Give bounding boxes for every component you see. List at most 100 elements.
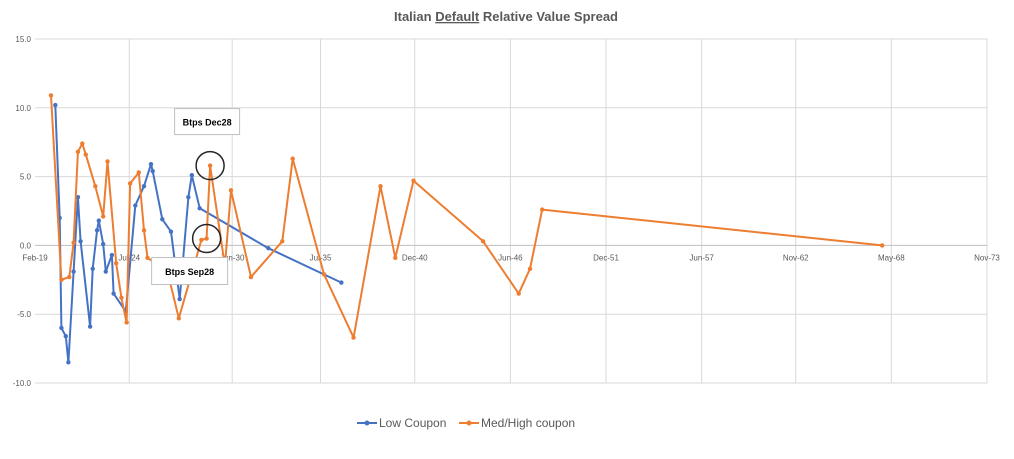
- data-point: [148, 162, 154, 167]
- annotations: Btps Dec28 Btps Sep28: [151, 108, 241, 286]
- x-tick-label: Jun-57: [689, 253, 714, 262]
- data-point: [105, 159, 110, 164]
- data-point: [378, 184, 383, 189]
- data-point: [411, 178, 416, 183]
- data-point: [145, 255, 150, 260]
- data-point: [127, 181, 133, 186]
- data-point: [290, 156, 295, 161]
- data-point: [480, 239, 486, 244]
- x-tick-label: Jun-46: [498, 253, 523, 262]
- data-point: [266, 245, 271, 251]
- x-tick-label: May-68: [878, 253, 905, 262]
- data-point: [71, 269, 76, 274]
- data-point: [133, 203, 138, 208]
- annotation-circle: [191, 223, 222, 254]
- data-point: [90, 266, 95, 271]
- legend-swatch-marker: [466, 420, 472, 426]
- series-1: [48, 93, 885, 340]
- data-point: [48, 93, 54, 98]
- data-point: [53, 102, 58, 108]
- callout-box: [151, 257, 229, 286]
- x-tick-label: Jun-30: [220, 253, 245, 262]
- data-point: [141, 228, 147, 233]
- series: [48, 93, 885, 365]
- data-point: [63, 334, 68, 339]
- data-point: [124, 320, 129, 325]
- title-post: Relative Value Spread: [479, 9, 618, 24]
- data-point: [160, 217, 165, 222]
- gridlines: [35, 38, 988, 384]
- data-point: [186, 195, 191, 200]
- x-tick-label: Jul-24: [118, 253, 140, 262]
- callout-label: Btps Sep28: [165, 267, 214, 277]
- x-tick-label: Dec-40: [402, 253, 428, 262]
- y-tick-label: 10.0: [15, 104, 31, 113]
- legend-label: Low Coupon: [379, 416, 446, 430]
- data-point: [94, 228, 100, 233]
- y-tick-label: -5.0: [17, 310, 31, 319]
- y-tick-label: 15.0: [15, 35, 31, 44]
- data-point: [351, 335, 356, 340]
- x-tick-label: Feb-19: [22, 253, 48, 262]
- x-tick-label: Jul-35: [310, 253, 332, 262]
- data-point: [540, 207, 545, 212]
- legend-entry-1: Med/High coupon: [459, 416, 575, 430]
- legend-label: Med/High coupon: [481, 416, 575, 430]
- y-tick-label: -10.0: [13, 379, 32, 388]
- data-point: [66, 360, 71, 365]
- data-point: [141, 184, 147, 189]
- data-point: [96, 218, 102, 223]
- annotation-circle: [195, 150, 225, 181]
- legend: Low Coupon Med/High coupon: [357, 416, 575, 430]
- data-point: [80, 141, 85, 146]
- data-point: [100, 241, 106, 247]
- data-point: [199, 237, 204, 243]
- data-point: [93, 184, 98, 189]
- data-point: [879, 243, 885, 248]
- data-point: [59, 277, 64, 282]
- data-point: [78, 239, 83, 244]
- data-point: [150, 168, 155, 174]
- data-point: [176, 316, 181, 321]
- data-point: [75, 149, 81, 155]
- data-point: [114, 261, 119, 266]
- data-point: [83, 152, 88, 157]
- data-point: [197, 206, 202, 211]
- title-pre: Italian: [394, 9, 435, 24]
- callout-label: Btps Dec28: [183, 118, 232, 128]
- data-point: [527, 266, 533, 271]
- title-underlined: Default: [435, 9, 480, 24]
- x-tick-label: Nov-62: [783, 253, 809, 262]
- y-tick-label: 5.0: [20, 173, 32, 182]
- x-tick-label: Dec-51: [593, 253, 619, 262]
- legend-swatch-marker: [364, 420, 370, 426]
- data-point: [71, 240, 76, 245]
- data-point: [321, 272, 327, 277]
- data-point: [339, 280, 344, 285]
- data-point: [280, 239, 285, 244]
- legend-entry-0: Low Coupon: [357, 416, 446, 430]
- data-point: [75, 195, 81, 200]
- data-point: [109, 252, 115, 258]
- data-point: [67, 274, 72, 280]
- data-point: [228, 188, 234, 193]
- x-tick-label: Nov-73: [974, 253, 1000, 262]
- data-point: [59, 325, 64, 331]
- data-point: [207, 163, 213, 168]
- data-point: [100, 214, 106, 219]
- data-point: [111, 291, 116, 296]
- data-point: [136, 170, 142, 175]
- data-point: [103, 269, 108, 274]
- chart-title: Italian Default Relative Value Spread: [394, 9, 618, 24]
- y-tick-label: 0.0: [20, 241, 32, 250]
- data-point: [248, 274, 254, 280]
- data-point: [516, 291, 521, 296]
- data-point: [168, 229, 174, 234]
- callout-box: [174, 108, 241, 136]
- axes: 15.0 10.0 5.0 0.0 -5.0 -10.0 Feb-19 Jul-24 Jun-3…: [13, 35, 1001, 388]
- data-point: [119, 295, 124, 300]
- data-point: [189, 173, 195, 178]
